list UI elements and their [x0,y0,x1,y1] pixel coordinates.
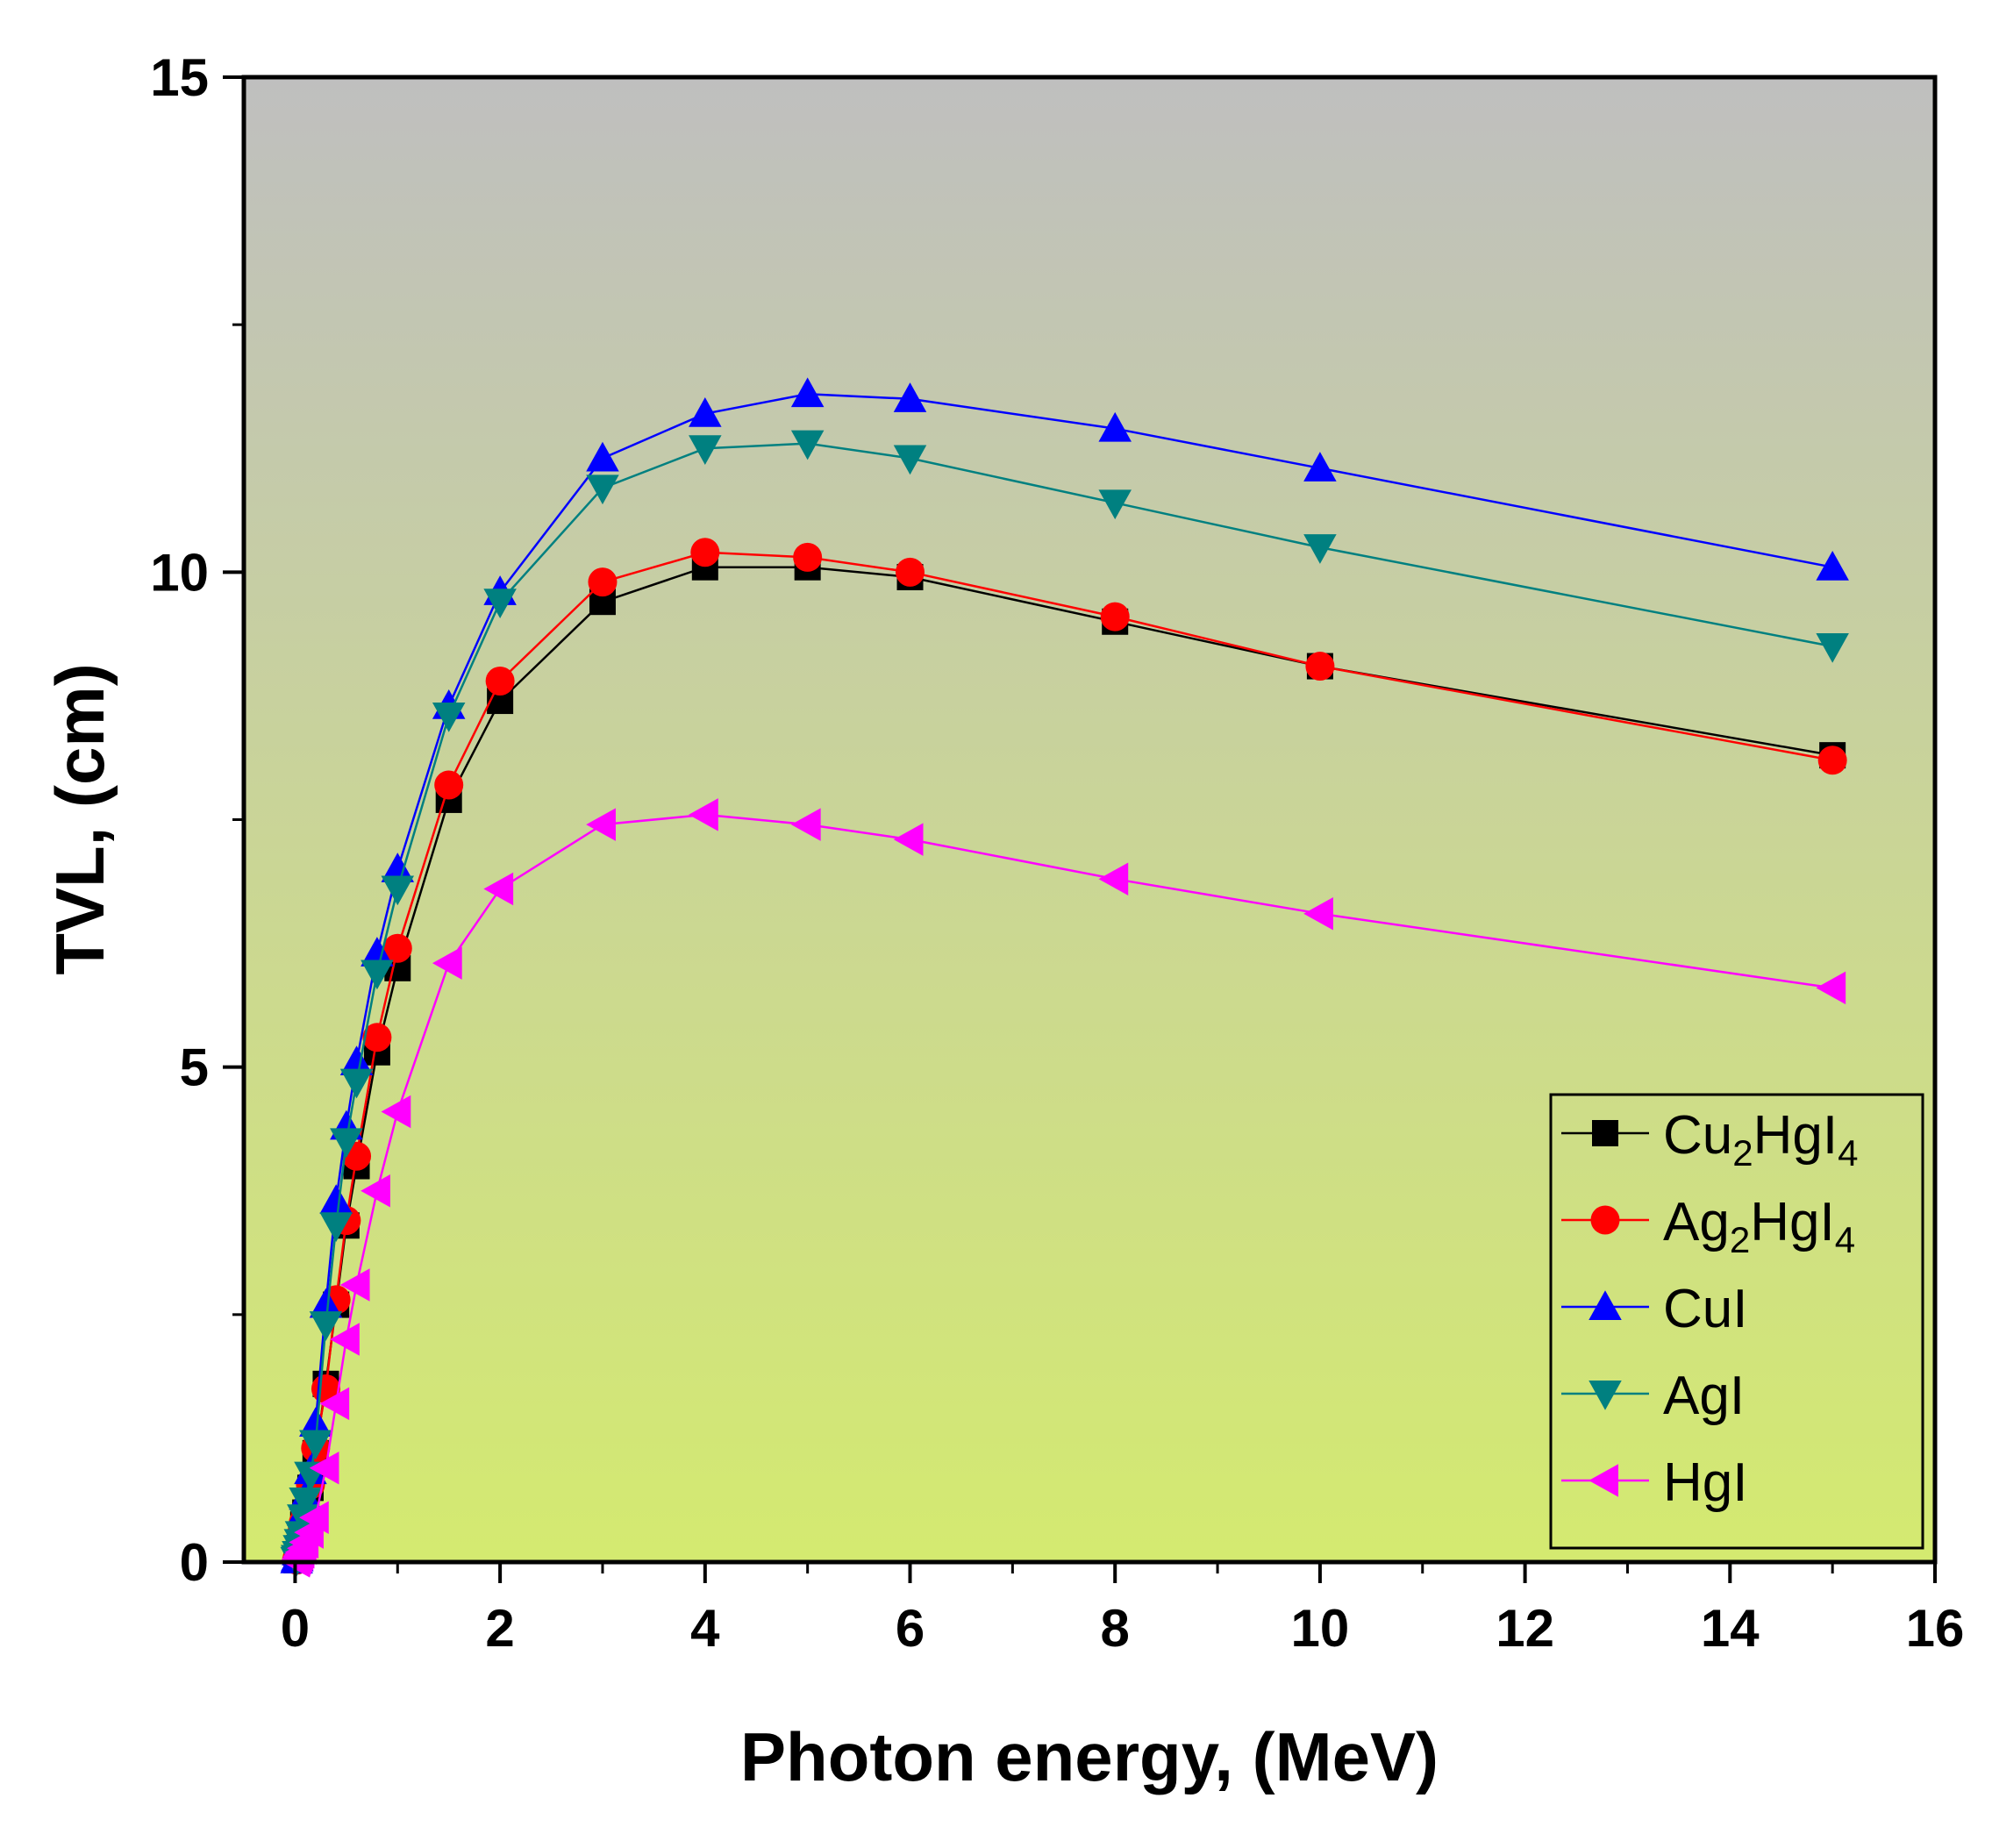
data-point-ag2hgi4 [382,933,412,963]
data-point-ag2hgi4 [1305,652,1335,681]
data-point-cui [319,1184,353,1215]
data-point-cui [361,937,394,967]
data-point-cui [586,441,619,472]
legend-marker-agi [1589,1381,1622,1410]
data-point-agi [432,702,466,732]
legend-label-agi: AgI [1663,1366,1745,1426]
data-point-cui [1816,550,1849,581]
data-point-agi [309,1311,343,1341]
data-point-ag2hgi4 [1817,746,1847,775]
data-point-agi [319,1212,353,1243]
data-point-ag2hgi4 [362,1023,392,1052]
x-tick-label: 2 [485,1599,514,1658]
data-point-cui [1098,411,1132,442]
data-point-cui [339,1045,374,1076]
legend-marker-cui [1589,1290,1622,1320]
legend-marker-hgi [1589,1464,1618,1497]
data-point-hgi [586,808,616,841]
data-point-hgi [790,808,821,841]
legend-marker-cu2hgi4 [1592,1120,1618,1146]
data-point-hgi [1816,971,1846,1005]
data-point-cui [790,377,825,408]
x-tick-label: 12 [1496,1599,1554,1658]
y-tick-label: 15 [150,48,209,107]
y-tick-label: 5 [180,1038,209,1097]
data-point-agi [1098,489,1132,520]
data-point-agi [1303,534,1337,564]
x-tick-label: 0 [281,1599,310,1658]
x-axis-title: Photon energy, (MeV) [740,1718,1439,1795]
x-tick-label: 16 [1906,1599,1965,1658]
legend-label-hgi: HgI [1663,1452,1747,1513]
data-point-agi [339,1068,374,1099]
data-point-cui [893,382,927,412]
data-point-agi [1816,632,1849,663]
data-point-cui [689,396,722,427]
legend-entry-cui: CuI [1561,1279,1747,1339]
data-point-ag2hgi4 [588,567,618,597]
y-tick-label: 0 [180,1533,209,1592]
data-point-agi [689,435,722,465]
x-tick-label: 14 [1701,1599,1760,1658]
legend-label-ag2hgi4: Ag2HgI4 [1663,1192,1855,1260]
data-point-cui [299,1407,332,1437]
data-point-hgi [299,1501,329,1534]
x-tick-label: 8 [1101,1599,1130,1658]
data-point-cui [381,853,415,882]
data-point-agi [586,474,619,505]
legend-box [1549,1093,1924,1550]
data-point-hgi [689,798,718,831]
legend-entry-agi: AgI [1561,1366,1745,1426]
data-point-hgi [361,1174,390,1208]
data-point-cui [309,1288,343,1318]
data-point-hgi [1098,862,1129,895]
data-point-hgi [330,1323,360,1356]
data-point-agi [483,589,517,618]
data-point-agi [893,445,927,475]
y-axis-title: TVL, (cm) [41,663,118,974]
legend-entry-ag2hgi4: Ag2HgI4 [1561,1192,1855,1260]
data-point-hgi [893,823,924,856]
y-tick-label: 10 [150,543,209,602]
data-point-cui [1303,452,1337,482]
data-point-agi [299,1430,332,1460]
data-point-agi [330,1128,363,1159]
data-point-agi [790,430,825,460]
data-point-hgi [309,1452,339,1485]
legend: Cu2HgI4 Ag2HgI4 CuI AgI HgI [1549,1093,1924,1550]
data-point-hgi [381,1095,411,1129]
data-point-ag2hgi4 [690,538,720,567]
data-point-agi [381,875,415,906]
legend-entry-cu2hgi4: Cu2HgI4 [1561,1105,1858,1174]
data-point-ag2hgi4 [485,666,515,696]
x-tick-label: 4 [690,1599,720,1658]
legend-entry-hgi: HgI [1561,1452,1747,1513]
legend-label-cu2hgi4: Cu2HgI4 [1663,1105,1858,1174]
axes-layer: 0 2 4 6 8 10 12 14 16 0 5 10 15 [150,48,1964,1658]
data-point-ag2hgi4 [1100,602,1130,631]
data-point-hgi [432,946,462,980]
data-point-hgi [319,1387,350,1421]
data-point-ag2hgi4 [896,557,925,587]
data-point-ag2hgi4 [793,542,823,572]
x-tick-label: 10 [1291,1599,1350,1658]
x-tick-label: 6 [896,1599,925,1658]
data-point-agi [361,960,394,990]
plot-background [244,77,1935,1562]
legend-label-cui: CuI [1663,1279,1747,1339]
data-point-ag2hgi4 [434,770,464,800]
data-point-hgi [1303,896,1333,931]
data-point-agi [289,1488,322,1517]
data-point-hgi [339,1268,370,1302]
data-point-hgi [483,872,514,906]
series-layer [280,377,1849,1578]
legend-marker-ag2hgi4 [1590,1205,1620,1235]
